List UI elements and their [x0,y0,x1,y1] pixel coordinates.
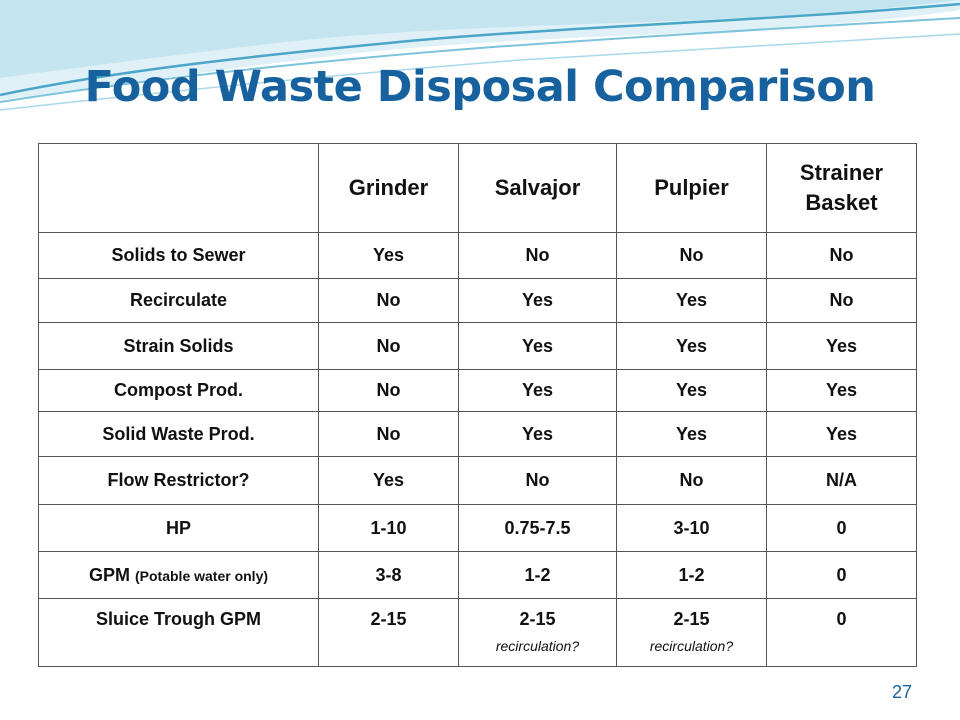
column-header-blank [38,143,319,233]
row-header: Sluice Trough GPM [38,598,319,667]
table-cell: No [616,232,767,279]
table-header-row: Grinder Salvajor Pulpier Strainer Basket [38,143,917,233]
table-cell: No [766,232,917,279]
row-header: Solid Waste Prod. [38,411,319,457]
table-cell: Yes [318,232,459,279]
header-wave-decoration [0,0,960,111]
row-header: Recirculate [38,278,319,323]
table-row: Solids to Sewer Yes No No No [38,232,917,279]
table-cell: 1-10 [318,504,459,552]
column-header-strainer-basket-label: Strainer Basket [799,160,884,215]
table-cell: No [318,278,459,323]
table-cell: Yes [458,369,617,412]
table-cell: Yes [616,278,767,323]
table-cell-value: 2-15 [519,609,556,629]
table-cell-value: 2-15 [673,609,710,629]
table-cell: 1-2 [616,551,767,599]
table-cell: 3-8 [318,551,459,599]
table-cell: 1-2 [458,551,617,599]
table-cell: 0.75-7.5 [458,504,617,552]
table-cell: 3-10 [616,504,767,552]
table-cell: Yes [616,369,767,412]
table-row: Compost Prod. No Yes Yes Yes [38,369,917,412]
page-number: 27 [891,682,912,702]
table-row: Solid Waste Prod. No Yes Yes Yes [38,411,917,457]
column-header-pulpier: Pulpier [616,143,767,233]
row-header-label: GPM [88,564,130,585]
table-row: HP 1-10 0.75-7.5 3-10 0 [38,504,917,552]
row-header: Compost Prod. [38,369,319,412]
table-cell: 2-15 recirculation? [616,598,767,667]
table-cell: No [318,322,459,370]
table-cell: Yes [766,322,917,370]
table-cell: Yes [458,411,617,457]
row-header-note: (Potable water only) [135,567,269,584]
row-header: Flow Restrictor? [38,456,319,505]
table-row: Sluice Trough GPM 2-15 2-15 recirculation… [38,598,917,667]
table-cell: Yes [616,411,767,457]
row-header: Strain Solids [38,322,319,370]
table-cell: No [616,456,767,505]
table-cell: 0 [766,504,917,552]
table-cell-note: recirculation? [495,638,580,654]
table-row: Flow Restrictor? Yes No No N/A [38,456,917,505]
row-header: GPM (Potable water only) [38,551,319,599]
table-cell: No [766,278,917,323]
row-header: HP [38,504,319,552]
table-cell: 0 [766,551,917,599]
table-row: GPM (Potable water only) 3-8 1-2 1-2 0 [38,551,917,599]
table-cell: N/A [766,456,917,505]
table-cell: Yes [766,411,917,457]
slide-title: Food Waste Disposal Comparison [84,62,876,112]
table-cell: Yes [318,456,459,505]
table-cell: 2-15 recirculation? [458,598,617,667]
row-header: Solids to Sewer [38,232,319,279]
table-cell: Yes [458,322,617,370]
column-header-salvajor: Salvajor [458,143,617,233]
comparison-table: Grinder Salvajor Pulpier Strainer Basket… [38,143,917,667]
table-cell: No [458,232,617,279]
table-cell: 0 [766,598,917,667]
column-header-strainer-basket: Strainer Basket [766,143,917,233]
table-cell: No [318,411,459,457]
table-row: Strain Solids No Yes Yes Yes [38,322,917,370]
table-cell-note: recirculation? [649,638,734,654]
table-cell: Yes [458,278,617,323]
table-cell: No [318,369,459,412]
table-row: Recirculate No Yes Yes No [38,278,917,323]
table-cell: Yes [766,369,917,412]
table-cell: No [458,456,617,505]
table-cell: Yes [616,322,767,370]
column-header-grinder: Grinder [318,143,459,233]
table-cell: 2-15 [318,598,459,667]
